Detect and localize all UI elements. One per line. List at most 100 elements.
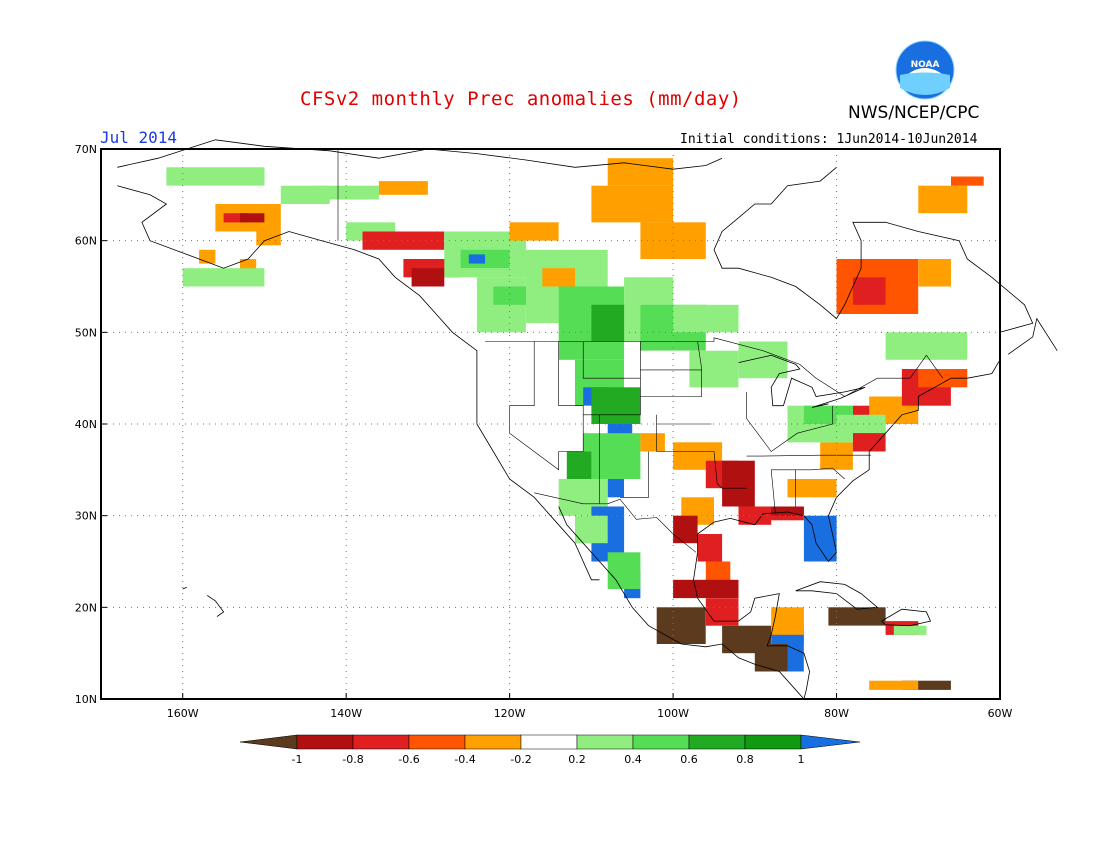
coastline	[117, 139, 723, 170]
anomaly-cell	[166, 167, 265, 186]
lon-tick-label: 140W	[330, 707, 362, 720]
anomaly-cell	[509, 222, 559, 241]
border-line	[746, 454, 871, 457]
coastline	[1007, 317, 1058, 355]
anomaly-cell	[378, 181, 428, 195]
lon-tick-label: 160W	[167, 707, 199, 720]
coastline	[693, 552, 811, 700]
colorbar-label: 0.8	[736, 753, 754, 766]
coastline	[738, 354, 866, 408]
lat-tick-label: 20N	[75, 601, 97, 614]
anomaly-cell	[705, 598, 739, 626]
anomaly-cell	[362, 231, 445, 250]
anomaly-cell	[607, 552, 641, 589]
anomaly-cell	[738, 341, 788, 379]
lat-tick-label: 50N	[75, 326, 97, 339]
anomaly-cell	[673, 304, 739, 333]
colorbar-label: 0.4	[624, 753, 642, 766]
anomaly-cell	[566, 451, 592, 479]
agency-label: NWS/NCEP/CPC	[848, 103, 980, 123]
lon-tick-label: 100W	[657, 707, 689, 720]
anomaly-cell	[199, 249, 216, 264]
lat-tick-label: 10N	[75, 693, 97, 706]
period-label: Jul 2014	[100, 128, 178, 147]
coastline	[117, 185, 600, 581]
colorbar-segment	[408, 734, 466, 750]
lon-tick-label: 120W	[494, 707, 526, 720]
anomaly-cell	[803, 515, 837, 562]
colorbar-label: 0.6	[680, 753, 698, 766]
border-line	[583, 378, 641, 416]
anomaly-cell	[640, 433, 665, 452]
colorbar-segment	[352, 734, 410, 750]
anomaly-cell	[673, 515, 698, 544]
colorbar-segment	[576, 734, 634, 750]
border-line	[582, 341, 641, 379]
colorbar-label: -0.4	[454, 753, 475, 766]
colorbar-segment	[632, 734, 690, 750]
anomaly-cell	[918, 185, 968, 214]
anomaly-cell	[951, 176, 984, 186]
anomaly-cell	[411, 268, 445, 287]
anomaly-cell	[182, 268, 265, 287]
longitude-labels: 160W 140W 120W 100W 80W 60W	[167, 707, 1013, 720]
border-line	[485, 337, 944, 397]
lat-tick-label: 40N	[75, 418, 97, 431]
border-line	[640, 341, 703, 397]
colorbar: -1 -0.8 -0.6 -0.4 -0.2 0.2 0.4 0.6 0.8 1	[239, 734, 861, 766]
coastline	[206, 595, 225, 617]
border-line	[620, 451, 649, 498]
lat-tick-label: 30N	[75, 510, 97, 523]
anomaly-cell	[313, 185, 379, 200]
anomaly-cell	[656, 607, 706, 644]
anomaly-cell	[575, 515, 608, 544]
anomaly-cell	[893, 625, 927, 635]
colorbar-segment	[688, 734, 746, 750]
colorbar-label: 1	[798, 753, 805, 766]
anomaly-cell	[640, 222, 706, 259]
lat-tick-label: 70N	[75, 143, 97, 156]
border-line	[771, 467, 845, 480]
anomaly-cell	[493, 286, 526, 305]
anomaly-cell	[689, 350, 739, 388]
anomaly-cell	[591, 387, 641, 424]
colorbar-label: 0.2	[568, 753, 586, 766]
coastlines	[117, 139, 1058, 700]
anomaly-cell	[771, 506, 804, 516]
anomaly-cell	[754, 644, 788, 672]
anomaly-cell	[697, 534, 723, 562]
anomaly-cell	[836, 414, 886, 434]
anomaly-cell	[673, 579, 739, 599]
anomaly-cell	[607, 479, 624, 498]
noaa-logo: NOAA	[895, 40, 955, 100]
coastline	[697, 359, 1001, 563]
anomaly-cell	[223, 213, 249, 223]
anomaly-cell	[239, 213, 265, 223]
border-line	[534, 492, 697, 553]
anomaly-cell	[722, 460, 755, 507]
border-line	[770, 469, 776, 513]
anomaly-cell	[852, 277, 886, 305]
coastline	[881, 608, 932, 627]
colorbar-segment	[464, 734, 522, 750]
coastline	[558, 506, 805, 700]
colorbar-label: -0.6	[398, 753, 419, 766]
colorbar-label: -1	[292, 753, 303, 766]
lat-tick-label: 60N	[75, 235, 97, 248]
coastline	[713, 166, 837, 250]
colorbar-label: -0.2	[510, 753, 531, 766]
anomaly-cell	[787, 644, 804, 672]
colorbar-label: -0.8	[342, 753, 363, 766]
anomaly-cell	[607, 158, 674, 186]
coastline	[182, 586, 187, 590]
anomaly-cell	[468, 254, 486, 264]
colorbar-segment	[520, 734, 578, 750]
anomaly-cell	[771, 607, 804, 635]
anomaly-cell	[787, 479, 837, 498]
map-frame	[100, 148, 1001, 700]
anomaly-cell	[256, 231, 281, 246]
latitude-labels: 70N 60N 50N 40N 30N 20N 10N	[75, 143, 97, 706]
initial-conditions-label: Initial conditions: 1Jun2014-10Jun2014	[680, 132, 978, 147]
border-line	[656, 414, 747, 489]
